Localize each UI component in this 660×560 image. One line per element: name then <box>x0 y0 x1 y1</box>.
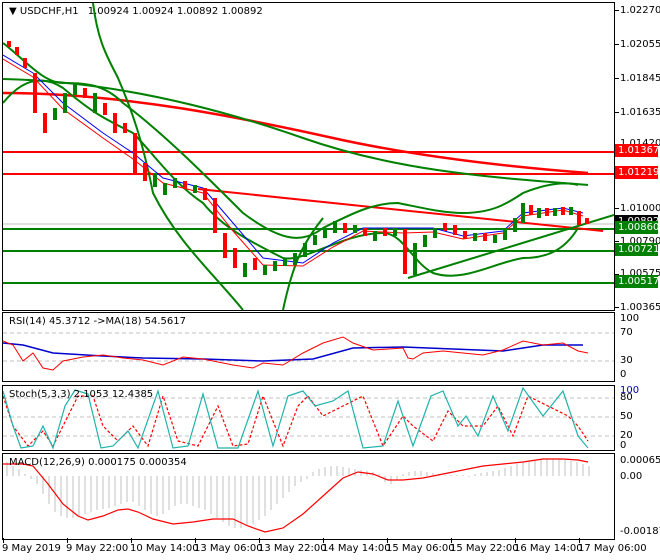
rsi-pane[interactable]: RSI(14) 45.3712 ->MA(18) 54.5617 <box>2 312 615 382</box>
macd-svg <box>3 458 590 533</box>
dropdown-arrow-icon[interactable]: ▼ <box>9 6 17 17</box>
price-tick <box>615 307 619 308</box>
price-tick-label: 1.02270 <box>620 5 660 16</box>
stoch-tick-label: 0 <box>620 440 627 451</box>
macd-histogram <box>6 459 590 528</box>
macd-tick-label: 0.000655 <box>620 455 660 466</box>
rsi-tick-label: 30 <box>620 355 633 366</box>
price-tick-label: 1.02055 <box>620 39 660 50</box>
stoch-signal-line <box>3 394 589 448</box>
stoch-title: Stoch(5,3,3) 2.1053 12.4385 <box>9 389 154 400</box>
bollinger-lower <box>3 79 579 277</box>
time-tick <box>579 538 580 543</box>
stoch-svg <box>3 386 614 450</box>
stoch-tick-label: 20 <box>620 430 633 441</box>
rsi-line <box>3 336 589 371</box>
price-tick-label: 1.01420 <box>620 138 660 149</box>
price-tick <box>615 241 619 242</box>
rsi-tick-label: 0 <box>620 369 627 380</box>
price-tick <box>615 44 619 45</box>
price-tick <box>615 208 619 209</box>
price-tick-label: 1.00575 <box>620 268 660 279</box>
time-label: 9 May 22:00 <box>66 543 129 554</box>
rsi-ma-line <box>3 342 583 362</box>
time-tick <box>451 538 452 543</box>
price-tick-label: 1.00790 <box>620 236 660 247</box>
price-tick-label: 1.01000 <box>620 203 660 214</box>
price-tick-label: 1.01845 <box>620 73 660 84</box>
bollinger-outer-green <box>92 3 244 310</box>
candles <box>7 41 589 277</box>
price-chart-svg <box>3 3 614 310</box>
stochastic-pane[interactable]: Stoch(5,3,3) 2.1053 12.4385 <box>2 385 615 451</box>
time-label: 13 May 06:00 <box>194 543 263 554</box>
time-tick <box>515 538 516 543</box>
stoch-tick-label: 50 <box>620 411 633 422</box>
time-tick <box>131 538 132 543</box>
time-label: 13 May 22:00 <box>258 543 327 554</box>
long-ma-red <box>3 91 589 175</box>
support-tag-1: 1.00860 <box>615 221 659 234</box>
long-ma-green <box>3 78 589 186</box>
downtrend-line <box>197 188 604 232</box>
symbol-label: USDCHF,H1 <box>19 6 79 17</box>
chart-header: ▼ USDCHF,H1 1.00924 1.00924 1.00892 1.00… <box>9 6 263 17</box>
macd-signal-line <box>3 458 589 533</box>
time-tick <box>67 538 68 543</box>
time-label: 15 May 06:00 <box>386 543 455 554</box>
bollinger-upper <box>3 42 579 239</box>
price-tick <box>615 274 619 275</box>
time-label: 9 May 2019 <box>2 543 61 554</box>
time-label: 14 May 14:00 <box>322 543 391 554</box>
rsi-tick-label: 100 <box>620 313 640 324</box>
stoch-main-line <box>3 386 589 450</box>
price-tick <box>615 78 619 79</box>
rsi-title: RSI(14) 45.3712 ->MA(18) 54.5617 <box>9 316 186 327</box>
time-tick <box>195 538 196 543</box>
resistance-tag-2: 1.01219 <box>615 166 659 179</box>
resistance-tag-1: 1.01367 <box>615 144 659 157</box>
bb-b <box>282 217 324 310</box>
price-tick <box>615 112 619 113</box>
price-tick-label: 1.01635 <box>620 107 660 118</box>
time-tick <box>259 538 260 543</box>
macd-tick-label: -0.00187 <box>620 526 660 537</box>
time-label: 10 May 14:00 <box>130 543 199 554</box>
bb-a <box>83 3 383 193</box>
support-tag-2: 1.00721 <box>615 243 659 256</box>
macd-title: MACD(12,26,9) 0.000175 0.000354 <box>9 457 187 468</box>
macd-pane[interactable]: MACD(12,26,9) 0.000175 0.000354 <box>2 453 615 540</box>
support-tag-3: 1.00517 <box>615 275 659 288</box>
ma-red <box>3 58 584 267</box>
time-tick <box>387 538 388 543</box>
time-label: 15 May 22:00 <box>450 543 519 554</box>
price-chart-pane[interactable]: ▼ USDCHF,H1 1.00924 1.00924 1.00892 1.00… <box>2 2 615 311</box>
price-tick-label: 1.00365 <box>620 302 660 313</box>
stoch-tick-label: 80 <box>620 392 633 403</box>
ohlc-values: 1.00924 1.00924 1.00892 1.00892 <box>87 6 263 17</box>
rsi-svg <box>3 332 614 371</box>
rsi-tick-label: 70 <box>620 327 633 338</box>
uptrend-line <box>407 214 614 279</box>
time-label: 17 May 06:00 <box>578 543 647 554</box>
stoch-tick-label: 100 <box>620 385 640 396</box>
price-tick <box>615 10 619 11</box>
time-label: 16 May 14:00 <box>514 543 583 554</box>
macd-tick-label: 0.00 <box>620 471 643 482</box>
time-tick <box>323 538 324 543</box>
time-tick <box>3 538 4 543</box>
